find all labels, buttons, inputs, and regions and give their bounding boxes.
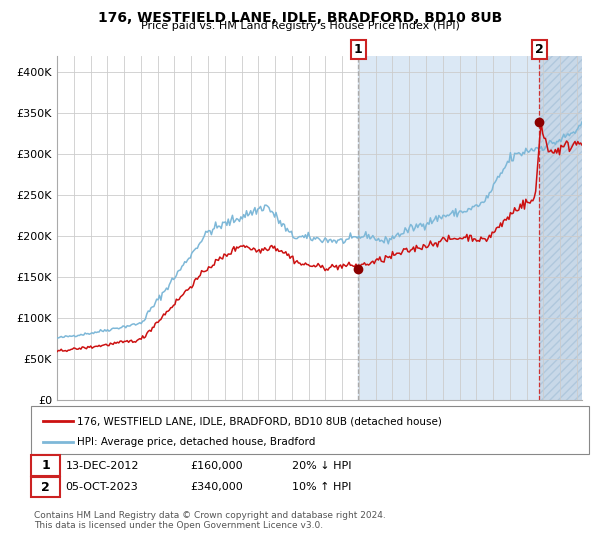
Text: 176, WESTFIELD LANE, IDLE, BRADFORD, BD10 8UB (detached house): 176, WESTFIELD LANE, IDLE, BRADFORD, BD1… [77, 417, 442, 426]
Text: £340,000: £340,000 [190, 482, 243, 492]
Text: 176, WESTFIELD LANE, IDLE, BRADFORD, BD10 8UB: 176, WESTFIELD LANE, IDLE, BRADFORD, BD1… [98, 11, 502, 25]
Text: 10% ↑ HPI: 10% ↑ HPI [292, 482, 352, 492]
Text: Price paid vs. HM Land Registry's House Price Index (HPI): Price paid vs. HM Land Registry's House … [140, 21, 460, 31]
Text: 2: 2 [41, 480, 50, 494]
Text: 05-OCT-2023: 05-OCT-2023 [65, 482, 138, 492]
Text: 13-DEC-2012: 13-DEC-2012 [65, 461, 139, 471]
Text: HPI: Average price, detached house, Bradford: HPI: Average price, detached house, Brad… [77, 437, 316, 446]
Text: 1: 1 [354, 43, 362, 56]
Text: £160,000: £160,000 [190, 461, 243, 471]
Text: Contains HM Land Registry data © Crown copyright and database right 2024.
This d: Contains HM Land Registry data © Crown c… [34, 511, 386, 530]
Text: 20% ↓ HPI: 20% ↓ HPI [292, 461, 352, 471]
Text: 1: 1 [41, 459, 50, 473]
Text: 2: 2 [535, 43, 544, 56]
Bar [358, 56, 539, 400]
Bar [539, 56, 582, 400]
